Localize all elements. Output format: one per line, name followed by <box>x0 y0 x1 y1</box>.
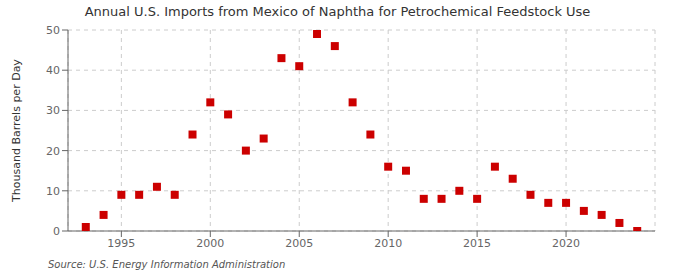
svg-text:2005: 2005 <box>285 237 313 250</box>
svg-text:2010: 2010 <box>374 237 402 250</box>
svg-text:2020: 2020 <box>552 237 580 250</box>
svg-text:2015: 2015 <box>463 237 491 250</box>
svg-text:Thousand Barrels per Day: Thousand Barrels per Day <box>10 59 23 203</box>
html-text:Annual U.S. Imports from Mexic: Annual U.S. Imports from Mexico of Napht… <box>84 4 591 19</box>
html-text:Source: U.S. Energy Informatio: Source: U.S. Energy Information Administ… <box>48 259 286 270</box>
svg-text:2000: 2000 <box>196 237 224 250</box>
svg-text:1995: 1995 <box>107 237 135 250</box>
svg-text:10: 10 <box>46 185 60 198</box>
svg-text:20: 20 <box>46 145 60 158</box>
svg-text:50: 50 <box>46 24 60 37</box>
svg-text:40: 40 <box>46 64 60 77</box>
svg-text:0: 0 <box>53 225 60 238</box>
svg-text:30: 30 <box>46 104 60 117</box>
